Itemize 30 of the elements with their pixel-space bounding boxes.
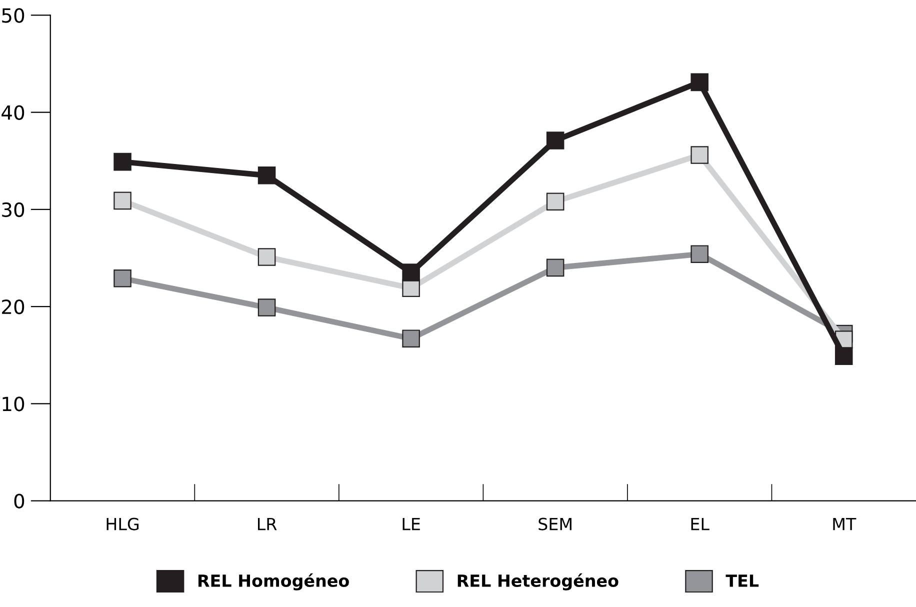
x-tick-label: LE xyxy=(402,518,420,530)
y-tick-label: 0 xyxy=(14,494,24,508)
point xyxy=(114,192,132,210)
y-tick-label: 10 xyxy=(2,396,24,412)
point xyxy=(258,166,276,184)
legend-label: REL Homogéneo xyxy=(198,573,349,590)
point xyxy=(402,330,420,348)
point xyxy=(546,132,564,150)
point xyxy=(258,248,276,266)
y-tick-label: 40 xyxy=(2,105,24,120)
point xyxy=(690,73,708,92)
x-tick-label: SEM xyxy=(538,518,572,530)
y-tick-label: 30 xyxy=(2,202,24,218)
x-tick-label: HLG xyxy=(106,518,139,530)
x-tick-label: MT xyxy=(833,518,856,530)
y-tick-label: 50 xyxy=(2,8,24,23)
x-tick-label: LR xyxy=(258,518,277,530)
point xyxy=(114,152,132,171)
point xyxy=(834,347,853,365)
point xyxy=(258,298,276,316)
point xyxy=(546,258,564,277)
legend-label: REL Heterogéneo xyxy=(458,573,618,590)
y-tick-label: 20 xyxy=(2,299,24,314)
point xyxy=(114,269,132,288)
point xyxy=(690,245,708,263)
point xyxy=(402,264,420,282)
point xyxy=(690,146,708,164)
point xyxy=(546,192,564,211)
legend-label: TEL xyxy=(726,574,759,587)
x-tick-label: EL xyxy=(691,518,710,530)
